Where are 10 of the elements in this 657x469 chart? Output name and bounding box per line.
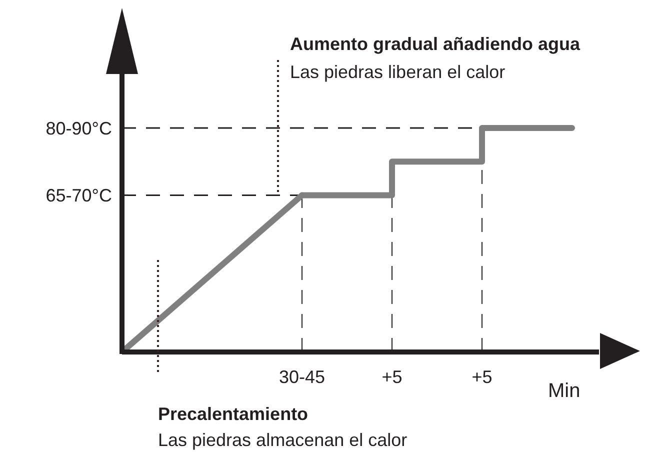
x-tick-label: +5 bbox=[382, 366, 402, 387]
ref-line-label: 65-70°C bbox=[46, 186, 112, 206]
text: Precalentamiento bbox=[158, 404, 308, 425]
text: Las piedras almacenan el calor bbox=[158, 430, 408, 451]
x-tick-label: 30-45 bbox=[278, 366, 326, 387]
x-axis-title: Min bbox=[548, 380, 580, 403]
ref-line-label: 80-90°C bbox=[46, 118, 112, 138]
text: Las piedras liberan el calor bbox=[290, 62, 506, 83]
x-tick-label: +5 bbox=[472, 366, 492, 387]
text: Aumento gradual añadiendo agua bbox=[290, 34, 580, 55]
